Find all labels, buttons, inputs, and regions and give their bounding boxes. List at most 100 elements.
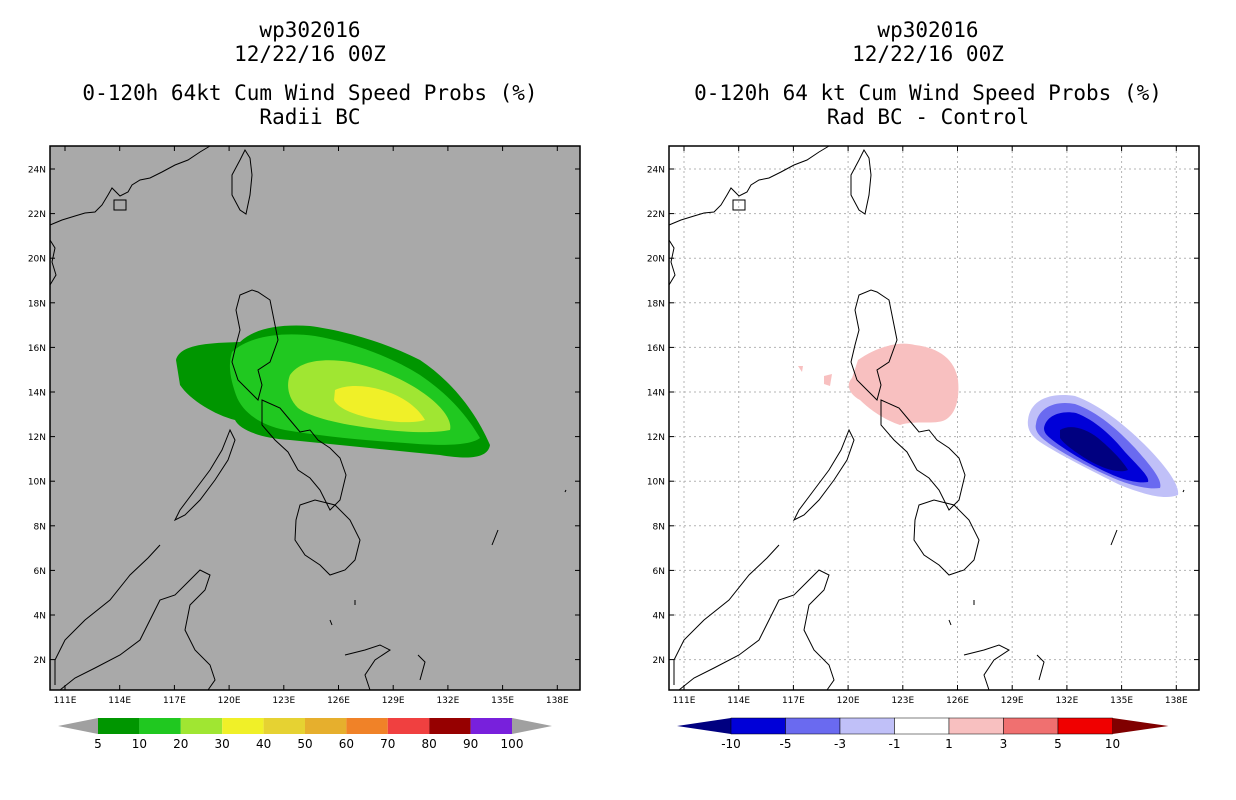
lon-label: 123E — [272, 696, 295, 706]
lat-label: 4N — [34, 612, 46, 622]
lat-label: 6N — [653, 567, 665, 577]
sulawesi-north — [344, 644, 391, 691]
right-colorbar: -10 -5 -3 -1 1 3 5 10 — [677, 717, 1169, 750]
positive-difference-area — [848, 343, 959, 425]
sulawesi-north — [963, 644, 1010, 691]
lon-label: 126E — [946, 696, 969, 706]
lon-label: 132E — [436, 696, 459, 706]
lon-label: 135E — [1110, 696, 1133, 706]
lon-label: 129E — [382, 696, 405, 706]
swath-30-40 — [334, 386, 425, 423]
lat-label: 24N — [647, 166, 665, 176]
lon-label: 126E — [327, 696, 350, 706]
lon-label: 111E — [673, 696, 696, 706]
philippines-central — [880, 399, 966, 511]
colorbar-swatch — [785, 717, 841, 735]
left-probability-swath — [176, 325, 490, 458]
mindanao — [913, 499, 980, 576]
colorbar-label: -1 — [889, 737, 901, 750]
colorbar-swatch — [263, 718, 305, 734]
colorbar-swatch — [839, 717, 895, 735]
colorbar-label: 70 — [380, 737, 395, 750]
right-coastlines — [668, 145, 1185, 691]
lat-label: 6N — [34, 567, 46, 577]
colorbar-right-arrow — [512, 718, 552, 734]
colorbar-label: 50 — [297, 737, 312, 750]
lat-label: 4N — [653, 612, 665, 622]
colorbar-label: 30 — [215, 737, 230, 750]
lat-label: 18N — [28, 299, 46, 309]
lat-label: 8N — [653, 522, 665, 532]
lat-label: 20N — [28, 255, 46, 265]
right-lon-labels: 111E 114E 117E 120E 123E 126E 129E 132E 135E 138E — [673, 146, 1188, 706]
colorbar-swatch — [429, 718, 471, 734]
small-islands — [329, 489, 567, 626]
china-coast-west — [668, 239, 676, 286]
left-lon-labels: 111E 114E 117E 120E 123E 126E 129E 132E 135E 138E — [54, 146, 569, 706]
left-coastlines — [49, 145, 567, 691]
colorbar-swatch — [387, 718, 430, 734]
colorbar-right-arrow — [1112, 718, 1169, 734]
colorbar-swatch — [1057, 717, 1113, 735]
halmahera — [1036, 654, 1045, 681]
right-subtitle: Rad BC - Control — [826, 105, 1030, 129]
colorbar-label: 5 — [1054, 737, 1062, 750]
left-colorbar: 5 10 20 30 40 50 60 70 80 90 100 — [58, 718, 552, 750]
colorbar-label: 60 — [339, 737, 354, 750]
luzon — [850, 289, 898, 401]
lon-label: 117E — [782, 696, 805, 706]
colorbar-label: 20 — [173, 737, 188, 750]
lon-label: 138E — [546, 696, 569, 706]
lat-label: 2N — [653, 656, 665, 666]
left-panel-title-block: wp302016 12/22/16 00Z 0-120h 64kt Cum Wi… — [0, 18, 620, 129]
colorbar-left-arrow — [677, 718, 731, 734]
palawan — [173, 428, 236, 522]
colorbar-swatch — [894, 717, 950, 735]
colorbar-label: 5 — [94, 737, 102, 750]
halmahera — [417, 654, 426, 681]
lon-label: 114E — [108, 696, 131, 706]
right-map-frame — [668, 145, 1200, 691]
colorbar-left-arrow — [58, 718, 98, 734]
lon-label: 123E — [891, 696, 914, 706]
lat-label: 16N — [647, 344, 665, 354]
mindanao — [294, 499, 361, 576]
left-map: 24N 22N 20N 18N 16N 14N 12N 10N 8N 6N 4N 2N 111E 114… — [28, 145, 581, 750]
lat-label: 14N — [647, 389, 665, 399]
colorbar-label: -3 — [834, 737, 846, 750]
palawan — [792, 428, 855, 522]
right-gridlines — [669, 146, 1199, 690]
lat-label: 18N — [647, 299, 665, 309]
colorbar-label: -5 — [780, 737, 792, 750]
lon-label: 114E — [727, 696, 750, 706]
colorbar-swatch — [98, 718, 140, 734]
negative-diff-darkest — [1060, 427, 1128, 472]
left-map-frame — [49, 145, 581, 691]
china-coast — [668, 145, 830, 226]
colorbar-swatch — [1003, 717, 1059, 735]
lat-label: 2N — [34, 656, 46, 666]
right-panel-title-block: wp302016 12/22/16 00Z 0-120h 64 kt Cum W… — [618, 18, 1236, 129]
lat-label: 22N — [647, 210, 665, 220]
left-datetime: 12/22/16 00Z — [234, 42, 386, 66]
colorbar-label: 3 — [1000, 737, 1008, 750]
lat-label: 14N — [28, 389, 46, 399]
lon-label: 120E — [837, 696, 860, 706]
right-map: 24N 22N 20N 18N 16N 14N 12N 10N 8N 6N 4N 2N 111E 114… — [647, 145, 1200, 750]
positive-small-2 — [798, 366, 803, 372]
borneo — [54, 544, 216, 691]
philippines-central — [261, 399, 347, 511]
colorbar-swatch — [305, 718, 347, 734]
hong-kong-box — [113, 199, 127, 211]
lon-label: 135E — [491, 696, 514, 706]
right-lat-labels: 24N 22N 20N 18N 16N 14N 12N 10N 8N 6N 4N 2N — [647, 166, 1199, 666]
colorbar-swatch — [948, 717, 1004, 735]
small-islands — [948, 489, 1185, 626]
left-lat-labels: 24N 22N 20N 18N 16N 14N 12N 10N 8N 6N 4N 2N — [28, 166, 580, 666]
colorbar-swatch — [470, 718, 512, 734]
right-storm-id: wp302016 — [877, 18, 979, 42]
lat-label: 20N — [647, 255, 665, 265]
left-storm-id: wp302016 — [259, 18, 361, 42]
colorbar-label: 1 — [945, 737, 953, 750]
lon-label: 117E — [163, 696, 186, 706]
